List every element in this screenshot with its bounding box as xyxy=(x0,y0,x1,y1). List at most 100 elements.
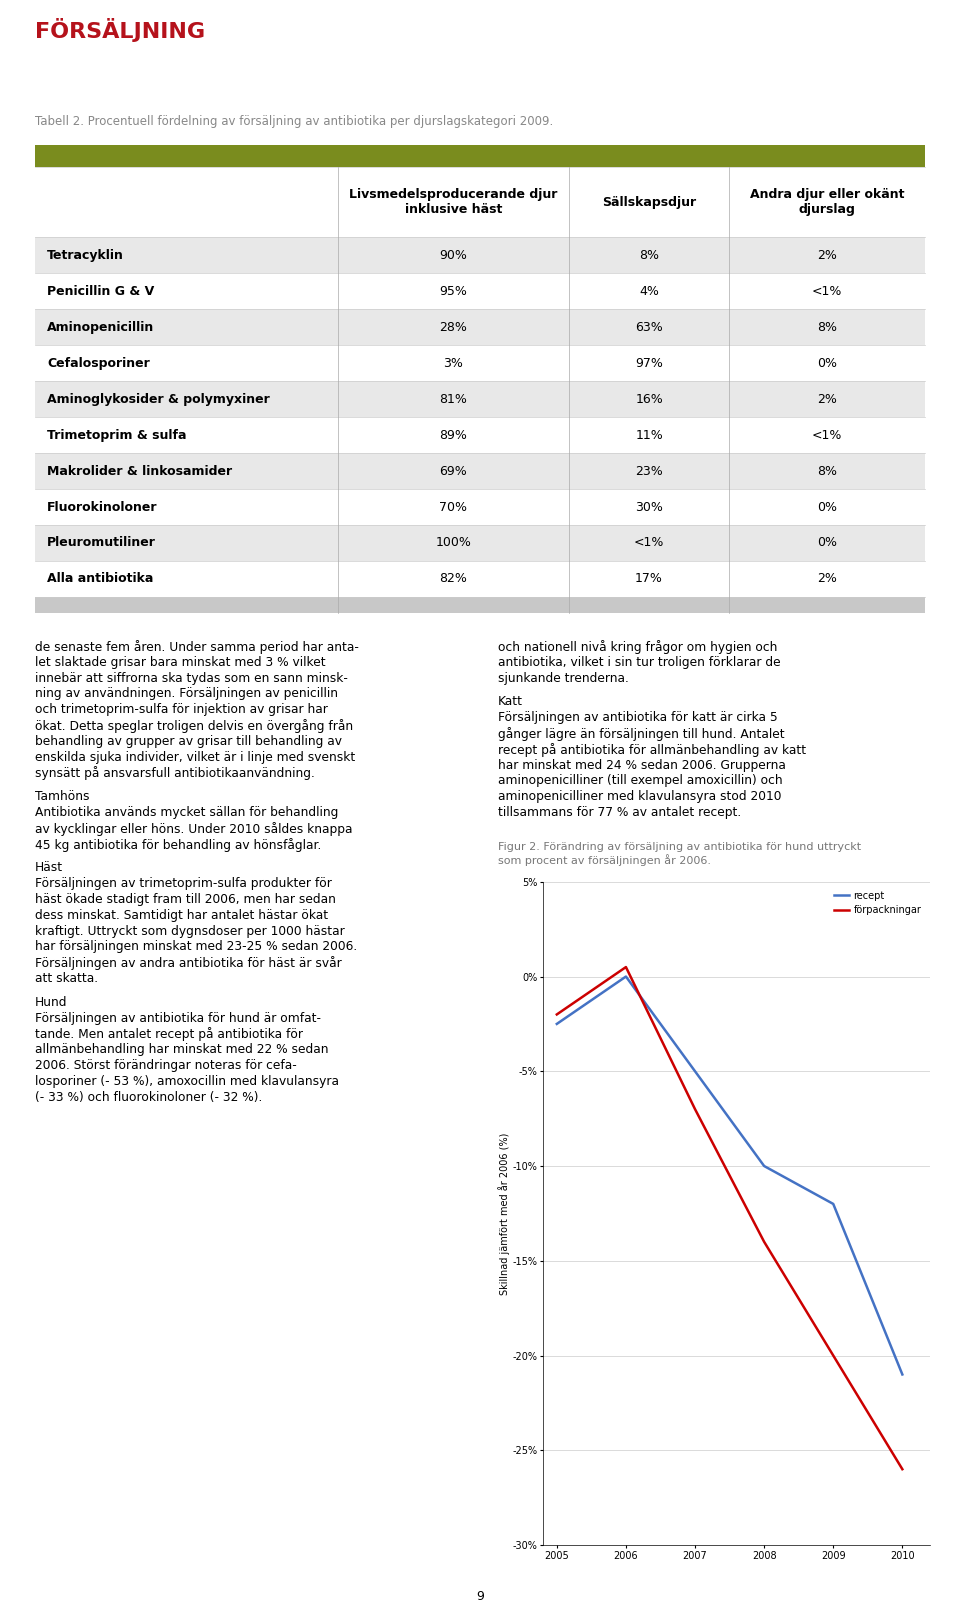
Text: Livsmedelsproducerande djur
inklusive häst: Livsmedelsproducerande djur inklusive hä… xyxy=(349,188,558,216)
Text: let slaktade grisar bara minskat med 3 % vilket: let slaktade grisar bara minskat med 3 %… xyxy=(35,656,325,669)
Text: 89%: 89% xyxy=(440,428,468,441)
Text: 100%: 100% xyxy=(436,536,471,550)
Text: aminopenicilliner (till exempel amoxicillin) och: aminopenicilliner (till exempel amoxicil… xyxy=(498,774,782,787)
Text: och trimetoprim-sulfa för injektion av grisar har: och trimetoprim-sulfa för injektion av g… xyxy=(35,703,328,716)
Bar xyxy=(35,344,925,381)
recept xyxy=(689,1062,701,1081)
Line: förpackningar: förpackningar xyxy=(557,967,902,1469)
Text: 2%: 2% xyxy=(817,248,837,262)
Text: enskilda sjuka individer, vilket är i linje med svenskt: enskilda sjuka individer, vilket är i li… xyxy=(35,751,355,764)
Bar xyxy=(35,237,925,274)
Text: innebär att siffrorna ska tydas som en sann minsk-: innebär att siffrorna ska tydas som en s… xyxy=(35,671,348,684)
Text: 8%: 8% xyxy=(639,248,660,262)
Text: kraftigt. Uttryckt som dygnsdoser per 1000 hästar: kraftigt. Uttryckt som dygnsdoser per 10… xyxy=(35,925,345,938)
Bar xyxy=(35,525,925,562)
Text: 3%: 3% xyxy=(444,357,464,370)
Text: 23%: 23% xyxy=(636,465,663,478)
Text: (- 33 %) och fluorokinoloner (- 32 %).: (- 33 %) och fluorokinoloner (- 32 %). xyxy=(35,1091,262,1104)
recept xyxy=(897,1364,908,1384)
Text: 4%: 4% xyxy=(639,285,659,298)
Text: Tetracyklin: Tetracyklin xyxy=(47,248,124,262)
Text: 69%: 69% xyxy=(440,465,468,478)
förpackningar xyxy=(897,1459,908,1479)
Text: Försäljningen av andra antibiotika för häst är svår: Försäljningen av andra antibiotika för h… xyxy=(35,956,342,970)
Bar xyxy=(35,274,925,309)
Text: Pleuromutiliner: Pleuromutiliner xyxy=(47,536,156,550)
recept xyxy=(828,1194,839,1213)
Text: behandling av grupper av grisar till behandling av: behandling av grupper av grisar till beh… xyxy=(35,735,342,748)
Text: FÖRSÄLJNING: FÖRSÄLJNING xyxy=(35,18,205,42)
Text: antibiotika, vilket i sin tur troligen förklarar de: antibiotika, vilket i sin tur troligen f… xyxy=(498,656,780,669)
Text: Aminoglykosider & polymyxiner: Aminoglykosider & polymyxiner xyxy=(47,393,270,405)
Text: Figur 2. Förändring av försäljning av antibiotika för hund uttryckt
som procent : Figur 2. Förändring av försäljning av an… xyxy=(498,842,861,866)
Text: har försäljningen minskat med 23-25 % sedan 2006.: har försäljningen minskat med 23-25 % se… xyxy=(35,940,357,954)
Text: Tabell 2. Procentuell fördelning av försäljning av antibiotika per djurslagskate: Tabell 2. Procentuell fördelning av förs… xyxy=(35,114,553,129)
Text: 2%: 2% xyxy=(817,393,837,405)
Text: har minskat med 24 % sedan 2006. Grupperna: har minskat med 24 % sedan 2006. Grupper… xyxy=(498,758,786,772)
Text: Försäljningen av antibiotika för katt är cirka 5: Försäljningen av antibiotika för katt är… xyxy=(498,711,778,724)
Text: Tamhöns: Tamhöns xyxy=(35,790,89,803)
Text: Trimetoprim & sulfa: Trimetoprim & sulfa xyxy=(47,428,186,441)
Text: 63%: 63% xyxy=(636,320,663,333)
Text: <1%: <1% xyxy=(812,285,842,298)
Text: 0%: 0% xyxy=(817,357,837,370)
förpackningar xyxy=(620,957,632,977)
Text: att skatta.: att skatta. xyxy=(35,972,98,985)
Bar xyxy=(35,309,925,344)
Text: 11%: 11% xyxy=(636,428,663,441)
recept xyxy=(551,1014,563,1033)
Text: ökat. Detta speglar troligen delvis en övergång från: ökat. Detta speglar troligen delvis en ö… xyxy=(35,719,353,734)
Text: sjunkande trenderna.: sjunkande trenderna. xyxy=(498,671,629,684)
Text: dess minskat. Samtidigt har antalet hästar ökat: dess minskat. Samtidigt har antalet häst… xyxy=(35,909,328,922)
Text: Cefalosporiner: Cefalosporiner xyxy=(47,357,150,370)
Text: 28%: 28% xyxy=(440,320,468,333)
Text: tande. Men antalet recept på antibiotika för: tande. Men antalet recept på antibiotika… xyxy=(35,1028,303,1041)
Text: Andra djur eller okänt
djurslag: Andra djur eller okänt djurslag xyxy=(750,188,904,216)
Text: Hund: Hund xyxy=(35,996,67,1009)
Legend: recept, förpackningar: recept, förpackningar xyxy=(830,887,925,919)
Text: gånger lägre än försäljningen till hund. Antalet: gånger lägre än försäljningen till hund.… xyxy=(498,727,784,742)
Text: Fluorokinoloner: Fluorokinoloner xyxy=(47,500,157,513)
Text: ning av användningen. Försäljningen av penicillin: ning av användningen. Försäljningen av p… xyxy=(35,687,338,700)
Text: 0%: 0% xyxy=(817,500,837,513)
Text: Försäljningen av antibiotika för hund är omfat-: Försäljningen av antibiotika för hund är… xyxy=(35,1012,321,1025)
Text: 16%: 16% xyxy=(636,393,663,405)
Text: 2%: 2% xyxy=(817,573,837,586)
Text: 2006. Störst förändringar noteras för cefa-: 2006. Störst förändringar noteras för ce… xyxy=(35,1059,297,1072)
Text: 0%: 0% xyxy=(817,536,837,550)
Y-axis label: Skillnad jämfört med år 2006 (%): Skillnad jämfört med år 2006 (%) xyxy=(497,1133,510,1295)
förpackningar xyxy=(758,1232,770,1252)
Text: 9: 9 xyxy=(476,1590,484,1603)
Text: Katt: Katt xyxy=(498,695,523,708)
Text: <1%: <1% xyxy=(812,428,842,441)
Text: tillsammans för 77 % av antalet recept.: tillsammans för 77 % av antalet recept. xyxy=(498,806,741,819)
Text: aminopenicilliner med klavulansyra stod 2010: aminopenicilliner med klavulansyra stod … xyxy=(498,790,781,803)
Bar xyxy=(35,597,925,613)
Text: 17%: 17% xyxy=(636,573,663,586)
Bar xyxy=(35,454,925,489)
Bar xyxy=(35,381,925,417)
Text: 8%: 8% xyxy=(817,465,837,478)
Text: 70%: 70% xyxy=(440,500,468,513)
Text: Häst: Häst xyxy=(35,861,63,874)
Bar xyxy=(35,145,925,167)
Text: 95%: 95% xyxy=(440,285,468,298)
Text: <1%: <1% xyxy=(634,536,664,550)
Text: Försäljningen av trimetoprim-sulfa produkter för: Försäljningen av trimetoprim-sulfa produ… xyxy=(35,877,332,890)
recept xyxy=(758,1157,770,1176)
Text: allmänbehandling har minskat med 22 % sedan: allmänbehandling har minskat med 22 % se… xyxy=(35,1043,328,1056)
Bar xyxy=(35,167,925,237)
Text: häst ökade stadigt fram till 2006, men har sedan: häst ökade stadigt fram till 2006, men h… xyxy=(35,893,336,906)
Bar xyxy=(35,489,925,525)
Text: Penicillin G & V: Penicillin G & V xyxy=(47,285,155,298)
Text: 82%: 82% xyxy=(440,573,468,586)
förpackningar xyxy=(828,1345,839,1364)
Text: 8%: 8% xyxy=(817,320,837,333)
Line: recept: recept xyxy=(557,977,902,1374)
Text: och nationell nivå kring frågor om hygien och: och nationell nivå kring frågor om hygie… xyxy=(498,640,778,653)
Text: Alla antibiotika: Alla antibiotika xyxy=(47,573,154,586)
Text: 97%: 97% xyxy=(636,357,663,370)
Bar xyxy=(35,417,925,454)
Bar xyxy=(35,562,925,597)
recept xyxy=(620,967,632,986)
